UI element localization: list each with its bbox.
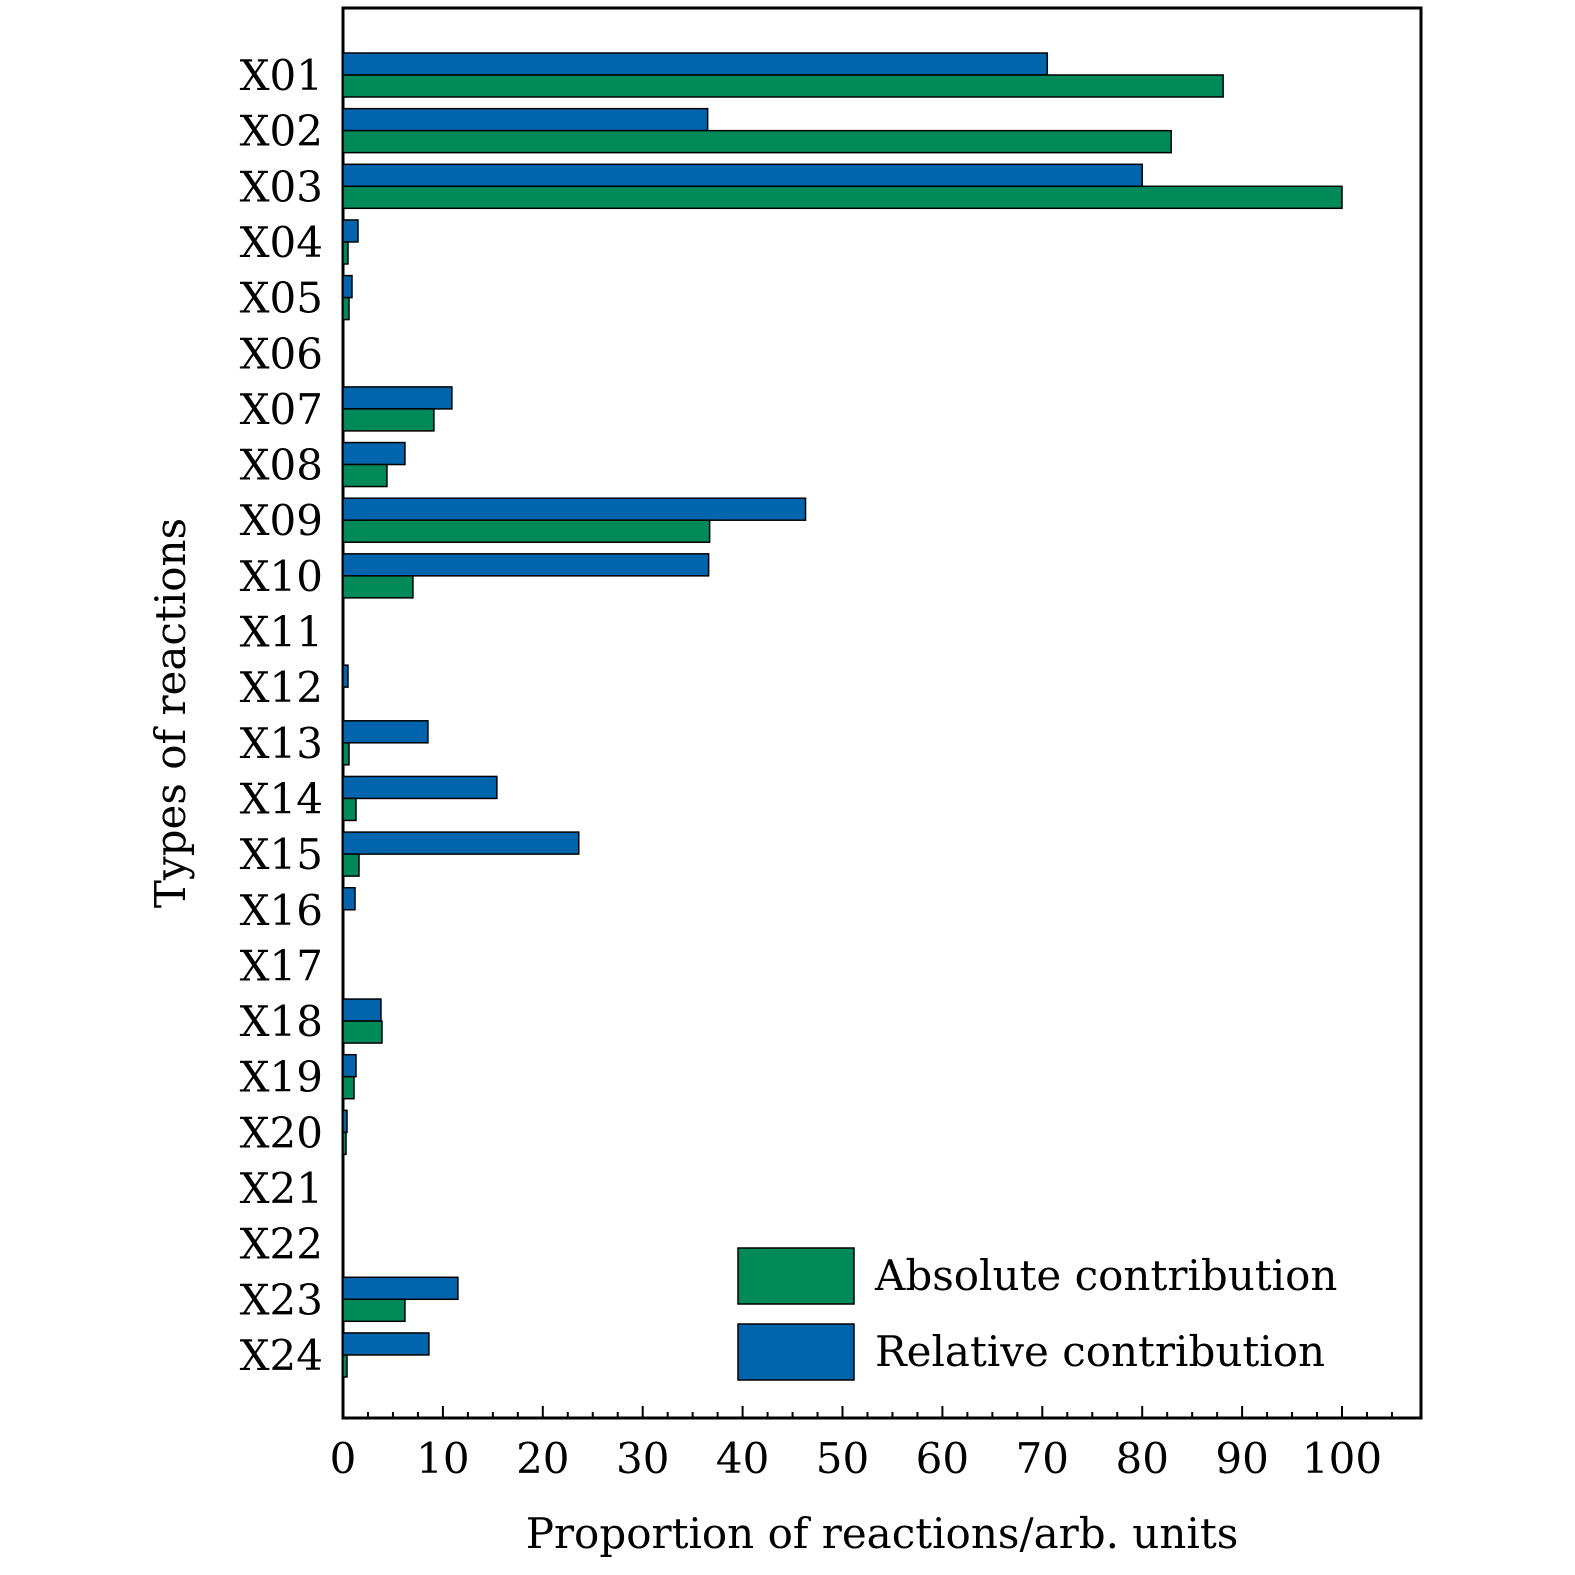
y-tick-label: X04 [240, 218, 323, 267]
plot-frame [341, 6, 1423, 1420]
y-tick-labels: X01 X02 X03 X04 X05 X06 X07 X08 X09 X10 X11 X12 X13 X… [240, 51, 323, 1380]
bar-absolute [342, 1354, 348, 1378]
bars-group [342, 52, 1343, 1378]
x-tick-label: 90 [1215, 1434, 1268, 1483]
x-tick-label: 100 [1302, 1434, 1382, 1483]
x-tick-label: 20 [516, 1434, 569, 1483]
x-tick-label: 60 [916, 1434, 969, 1483]
legend-label-relative: Relative contribution [875, 1327, 1325, 1376]
y-axis-title: Types of reactions [146, 518, 195, 908]
bar-relative [342, 163, 1143, 188]
y-tick-label: X17 [240, 941, 323, 990]
bar-relative [342, 274, 353, 299]
bar-absolute [342, 74, 1224, 98]
y-tick-label: X15 [240, 830, 323, 879]
bar-relative [342, 887, 356, 911]
bar-absolute [342, 241, 349, 265]
y-tick-label: X16 [240, 886, 323, 935]
bar-absolute [342, 296, 350, 321]
bar-absolute [342, 742, 350, 766]
legend: Absolute contribution Relative contribut… [737, 1247, 1337, 1381]
bar-relative [342, 664, 349, 688]
bar-relative [342, 998, 382, 1022]
x-tick-label: 30 [616, 1434, 669, 1483]
bar-absolute [342, 519, 711, 543]
bar-relative [342, 52, 1049, 76]
y-tick-label: X22 [240, 1220, 323, 1269]
y-tick-label: X03 [240, 162, 323, 211]
y-tick-label: X08 [240, 441, 323, 490]
y-tick-label: X05 [240, 274, 323, 323]
y-tick-label: X10 [240, 552, 323, 601]
x-ticks: 0 10 20 30 40 50 60 70 80 90 100 [330, 1406, 1393, 1483]
y-tick-label: X21 [240, 1164, 323, 1213]
y-tick-label: X23 [240, 1275, 323, 1324]
bar-relative [342, 1109, 348, 1134]
y-tick-label: X01 [240, 51, 323, 100]
y-tick-label: X19 [240, 1053, 323, 1102]
x-tick-label: 80 [1115, 1434, 1168, 1483]
bar-absolute [342, 463, 388, 488]
bar-absolute [342, 408, 435, 432]
y-tick-label: X14 [240, 774, 323, 823]
bar-absolute [342, 575, 414, 599]
x-tick-label: 0 [330, 1434, 357, 1483]
bar-relative [342, 553, 710, 577]
legend-swatch-absolute [737, 1247, 855, 1305]
bar-absolute [342, 853, 360, 877]
bar-absolute [342, 797, 357, 822]
bar-relative [342, 1332, 430, 1356]
bar-relative [342, 720, 429, 744]
y-tick-label: X06 [240, 329, 323, 378]
bar-absolute [342, 1298, 406, 1323]
bar-relative [342, 831, 580, 855]
y-tick-label: X12 [240, 663, 323, 712]
x-tick-label: 40 [716, 1434, 769, 1483]
legend-swatch-relative [737, 1323, 855, 1381]
y-tick-label: X18 [240, 997, 323, 1046]
x-tick-label: 70 [1016, 1434, 1069, 1483]
bar-absolute [342, 185, 1343, 210]
bar-absolute [342, 1131, 347, 1156]
legend-label-absolute: Absolute contribution [874, 1251, 1337, 1300]
x-axis-title: Proportion of reactions/arb. units [526, 1509, 1239, 1558]
x-tick-label: 50 [816, 1434, 869, 1483]
y-tick-label: X07 [240, 385, 323, 434]
y-tick-label: X11 [240, 608, 323, 657]
bar-relative [342, 219, 359, 243]
y-tick-label: X20 [240, 1108, 323, 1157]
bar-relative [342, 775, 498, 800]
y-tick-label: X13 [240, 719, 323, 768]
bar-relative [342, 107, 709, 132]
bar-absolute [342, 129, 1172, 154]
bar-relative [342, 441, 406, 466]
bar-relative [342, 497, 807, 521]
bar-relative [342, 386, 453, 410]
bar-relative [342, 1053, 357, 1078]
y-tick-label: X24 [240, 1331, 323, 1380]
bar-absolute [342, 1075, 355, 1100]
y-tick-label: X09 [240, 496, 323, 545]
x-tick-label: 10 [416, 1434, 469, 1483]
y-tick-label: X02 [240, 107, 323, 156]
bar-relative [342, 1276, 459, 1301]
bar-absolute [342, 1020, 383, 1044]
